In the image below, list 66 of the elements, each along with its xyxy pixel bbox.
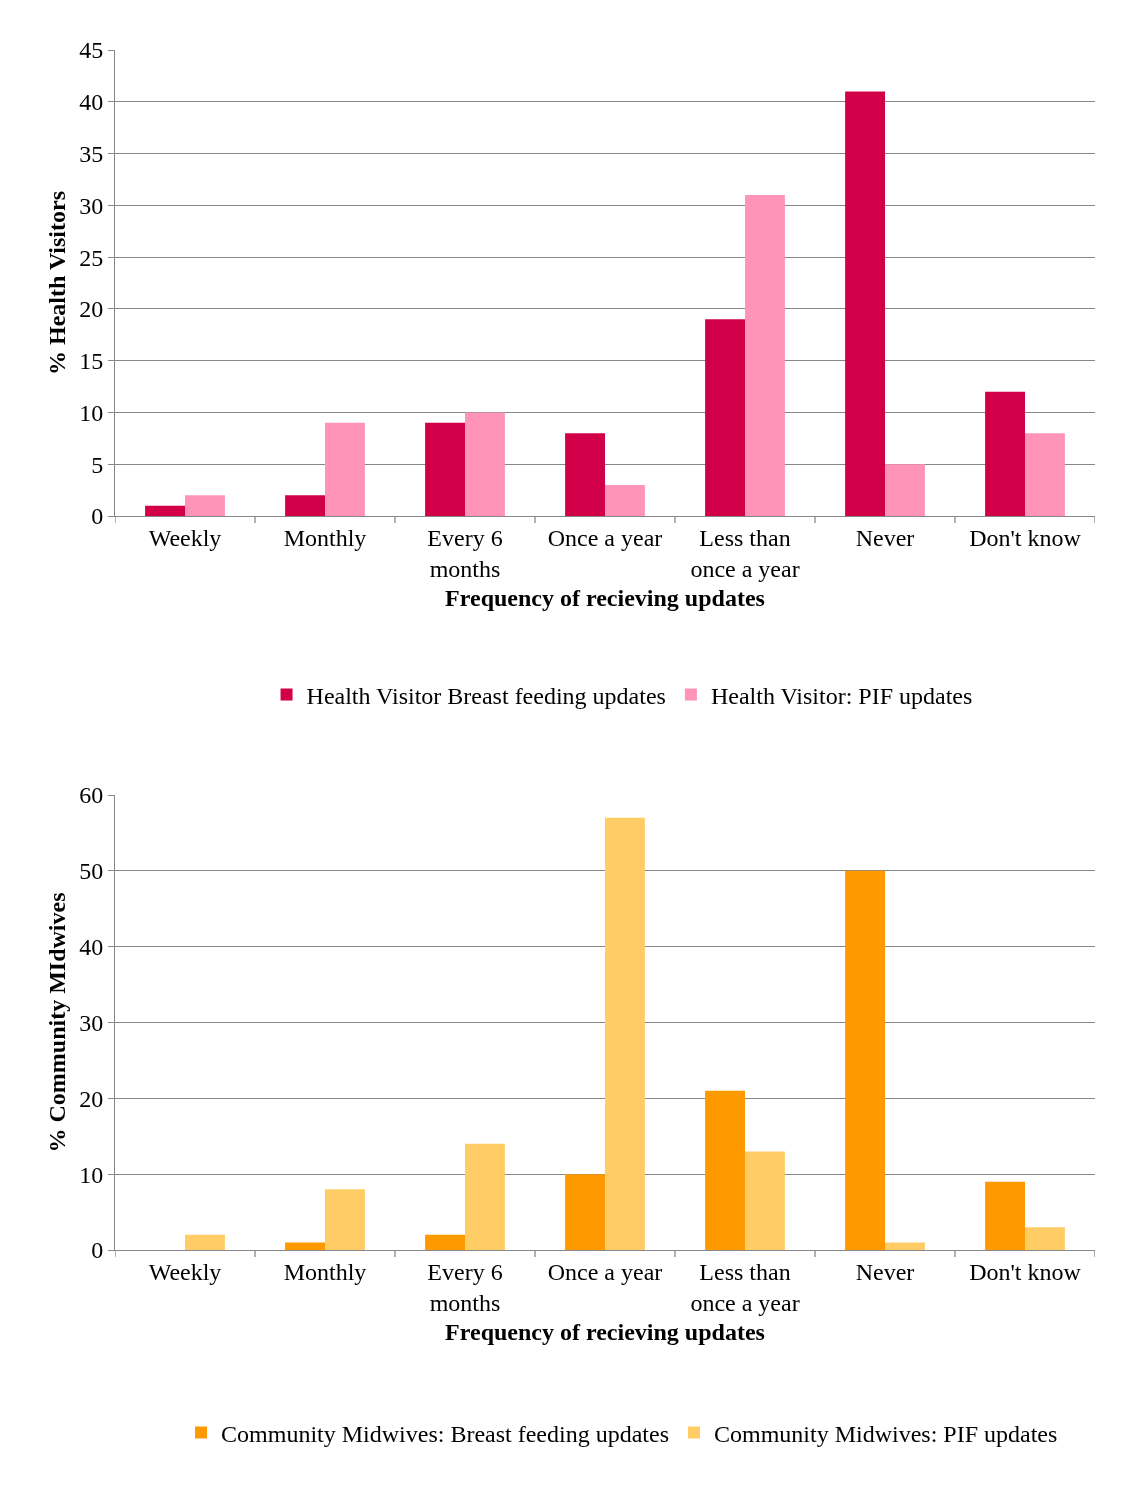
y-tick-label: 15 <box>79 348 104 375</box>
bar <box>285 495 325 516</box>
x-tick-label: Once a year <box>547 524 663 551</box>
x-tick-label: Never <box>855 524 915 551</box>
y-tick-label: 5 <box>91 451 104 478</box>
x-axis-title: Frequency of recieving updates <box>445 585 765 612</box>
bar <box>465 412 505 516</box>
y-tick-label: 20 <box>79 1085 104 1112</box>
bar <box>985 1181 1025 1250</box>
y-tick-label: 0 <box>91 1237 104 1264</box>
x-axis-title: Frequency of recieving updates <box>445 1319 765 1346</box>
bar <box>705 319 745 516</box>
legend-label: Health Visitor Breast feeding updates <box>306 682 666 709</box>
legend-label: Health Visitor: PIF updates <box>710 682 973 709</box>
x-tick-label: Less than once a year <box>690 524 800 582</box>
y-tick-label: 50 <box>79 858 104 885</box>
x-tick-label: Once a year <box>547 1258 663 1285</box>
bar <box>565 1174 605 1250</box>
bar <box>745 194 785 516</box>
x-tick-label: Less than once a year <box>690 1258 800 1316</box>
bar <box>185 495 225 516</box>
y-tick-label: 10 <box>79 1161 104 1188</box>
bar <box>1025 433 1065 516</box>
y-tick-label: 30 <box>79 1009 104 1036</box>
bar <box>145 505 185 516</box>
legend-label: Community Midwives: Breast feeding updates <box>221 1420 669 1447</box>
y-axis-title: % Community MIdwives <box>44 892 71 1153</box>
y-tick-label: 60 <box>79 782 104 809</box>
x-tick-label: Weekly <box>148 524 222 551</box>
bar <box>325 1189 365 1250</box>
bar <box>425 422 465 516</box>
y-axis-title: % Health Visitors <box>44 191 71 375</box>
bar <box>845 870 885 1250</box>
bar <box>1025 1227 1065 1250</box>
bar <box>465 1143 505 1250</box>
y-tick-label: 35 <box>79 140 104 167</box>
bar <box>185 1234 225 1250</box>
y-tick-label: 20 <box>79 296 104 323</box>
x-tick-label: Every 6 months <box>427 524 503 582</box>
legend-label: Community Midwives: PIF updates <box>713 1420 1058 1447</box>
y-tick-label: 40 <box>79 934 104 961</box>
x-tick-label: Every 6 months <box>427 1258 503 1316</box>
bar <box>285 1242 325 1250</box>
x-tick-label: Monthly <box>283 1258 367 1285</box>
y-tick-label: 10 <box>79 399 104 426</box>
x-tick-label: Don't know <box>969 1258 1082 1285</box>
x-tick-label: Weekly <box>148 1258 222 1285</box>
y-tick-label: 45 <box>79 37 104 64</box>
bar <box>705 1090 745 1250</box>
y-tick-label: 40 <box>79 89 104 116</box>
bar <box>325 422 365 516</box>
y-tick-label: 25 <box>79 244 104 271</box>
bar <box>985 391 1025 516</box>
x-tick-label: Don't know <box>969 524 1082 551</box>
y-tick-label: 30 <box>79 192 104 219</box>
bar <box>605 817 645 1250</box>
x-tick-label: Monthly <box>283 524 367 551</box>
x-tick-label: Never <box>855 1258 915 1285</box>
bar <box>885 1242 925 1250</box>
bar <box>845 91 885 516</box>
bar <box>605 484 645 516</box>
y-tick-label: 0 <box>91 503 104 530</box>
bar <box>425 1234 465 1250</box>
bar <box>745 1151 785 1250</box>
bar <box>565 433 605 516</box>
bar <box>885 464 925 516</box>
